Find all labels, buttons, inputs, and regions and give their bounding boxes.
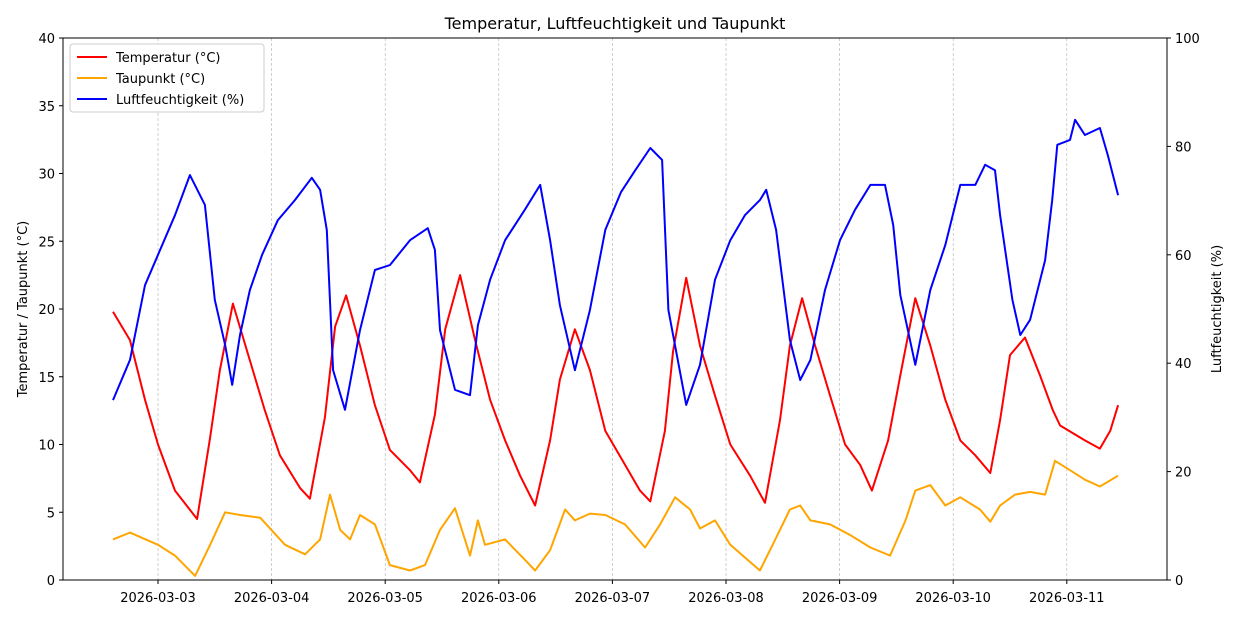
x-tick-label: 2026-03-03 bbox=[120, 591, 196, 606]
x-tick-label: 2026-03-06 bbox=[461, 591, 537, 606]
y-tick-label: 30 bbox=[38, 168, 55, 183]
y-axis-label: Temperatur / Taupunkt (°C) bbox=[16, 221, 31, 398]
x-tick-label: 2026-03-05 bbox=[347, 591, 423, 606]
legend: Temperatur (°C) Taupunkt (°C) Luftfeuchtig… bbox=[69, 43, 265, 113]
y2-tick-label: 60 bbox=[1175, 249, 1192, 264]
y2-tick-label: 100 bbox=[1175, 32, 1200, 47]
legend-label: Taupunkt (°C) bbox=[115, 72, 205, 87]
y-axis-left: 0 5 10 15 20 25 30 35 40 bbox=[38, 32, 63, 589]
x-tick-label: 2026-03-11 bbox=[1029, 591, 1105, 606]
chart-title: Temperatur, Luftfeuchtigkeit und Taupunk… bbox=[444, 14, 786, 33]
y-tick-label: 0 bbox=[47, 574, 55, 589]
y-tick-label: 35 bbox=[38, 100, 55, 115]
y2-tick-label: 0 bbox=[1175, 574, 1183, 589]
plot-frame bbox=[62, 37, 1168, 581]
x-tick-label: 2026-03-07 bbox=[575, 591, 651, 606]
x-axis: 2026-03-03 2026-03-04 2026-03-05 2026-03-06… bbox=[120, 580, 1105, 606]
y-axis-right: 0 20 40 60 80 100 bbox=[1167, 32, 1200, 589]
legend-label: Temperatur (°C) bbox=[115, 51, 221, 66]
y2-tick-label: 20 bbox=[1175, 466, 1192, 481]
legend-box bbox=[69, 43, 265, 113]
y-tick-label: 40 bbox=[38, 32, 55, 47]
y-tick-label: 10 bbox=[38, 439, 55, 454]
y-tick-label: 5 bbox=[47, 506, 55, 521]
series-line-temperatur-c bbox=[112, 274, 1120, 520]
x-tick-label: 2026-03-09 bbox=[802, 591, 878, 606]
y-tick-label: 15 bbox=[38, 371, 55, 386]
series-line-luftfeuchtigkeit bbox=[112, 118, 1120, 411]
legend-label: Luftfeuchtigkeit (%) bbox=[116, 93, 244, 108]
y-tick-label: 20 bbox=[38, 303, 55, 318]
series-lines bbox=[112, 118, 1120, 577]
series-line-taupunkt-c bbox=[112, 459, 1119, 577]
y2-tick-label: 80 bbox=[1175, 140, 1192, 155]
x-tick-label: 2026-03-10 bbox=[915, 591, 991, 606]
x-tick-label: 2026-03-08 bbox=[688, 591, 764, 606]
y2-axis-label: Luftfeuchtigkeit (%) bbox=[1210, 245, 1225, 373]
grid bbox=[157, 38, 1068, 580]
x-tick-label: 2026-03-04 bbox=[234, 591, 310, 606]
y-tick-label: 25 bbox=[38, 235, 55, 250]
y2-tick-label: 40 bbox=[1175, 357, 1192, 372]
